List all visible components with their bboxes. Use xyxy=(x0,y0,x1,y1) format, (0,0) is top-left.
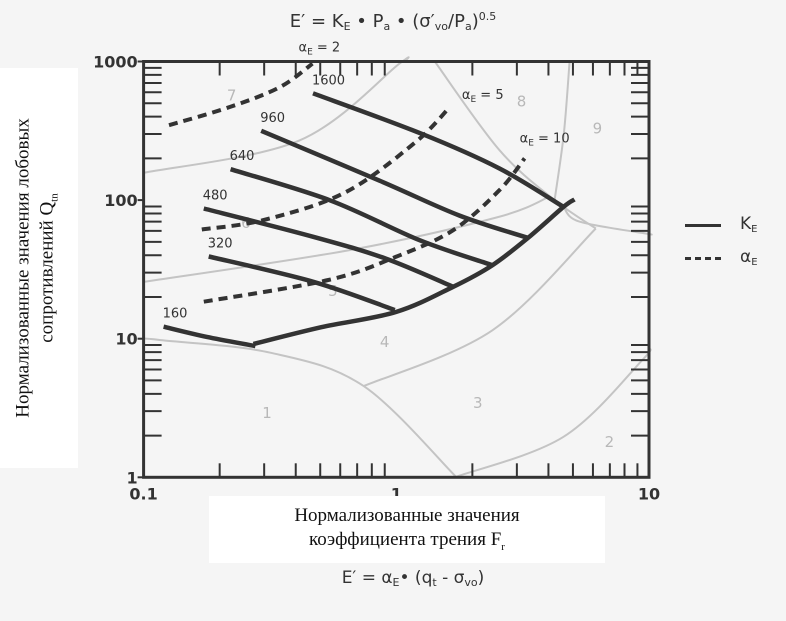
legend-label-ke: KE xyxy=(740,214,757,235)
zone-label: 2 xyxy=(605,433,615,451)
formula-bottom-part: • (q xyxy=(399,568,433,588)
y-tick-label: 10 xyxy=(115,330,137,349)
formula-top-part: a xyxy=(464,20,472,33)
formula-top-part: • P xyxy=(350,11,384,32)
alpha-value: = 5 xyxy=(476,88,503,103)
ke-label: 960 xyxy=(260,111,285,126)
y-axis-label-box: Нормализованные значения лобовых сопроти… xyxy=(0,68,78,468)
x-axis-label-sub: r xyxy=(501,540,505,553)
formula-top-part: E′ = K xyxy=(289,11,344,32)
y-tick-label: 1000 xyxy=(93,53,138,72)
zone-boundary-line xyxy=(562,206,653,236)
alpha-sub: E xyxy=(470,95,476,105)
zone-label: 9 xyxy=(593,119,603,137)
alpha-sub: E xyxy=(528,138,534,148)
alpha-e-label: αE = 2 xyxy=(299,41,341,58)
alpha-symbol: α xyxy=(520,131,529,146)
zone-label: 5 xyxy=(328,282,338,300)
ke-curves xyxy=(163,91,576,349)
zone-boundary-line xyxy=(144,56,410,174)
y-axis-label-text: сопротивлений Q xyxy=(36,201,58,343)
x-tick-label: 1 xyxy=(391,484,402,503)
legend-symbol: α xyxy=(740,247,752,267)
formula-bottom-part: t xyxy=(432,576,437,589)
formula-bottom-part: ) xyxy=(477,568,485,588)
formula-top-part: vo xyxy=(434,20,449,33)
ke-curve-480 xyxy=(203,206,455,289)
alpha-value: = 10 xyxy=(534,131,570,146)
plot-frame xyxy=(142,60,651,479)
x-axis-label-text: коэффициента трения F xyxy=(309,529,502,550)
ke-label: 160 xyxy=(163,307,188,322)
alpha-value: = 2 xyxy=(313,41,340,56)
y-axis-label-sub: tn xyxy=(48,193,61,202)
x-axis-label-line1: Нормализованные значения xyxy=(294,505,520,526)
zone-boundary-line xyxy=(363,227,597,388)
formula-ke: E′ = KE • Pa • (σ′vo/Pa)0.5 xyxy=(0,10,786,33)
ke-curve-160 xyxy=(163,324,256,349)
ke-curve-960 xyxy=(260,128,529,241)
ke-label: 640 xyxy=(230,149,255,164)
formula-bottom-part: - σ xyxy=(436,568,465,588)
alpha-e-curve xyxy=(203,157,527,304)
ke-label: 320 xyxy=(208,236,233,251)
ke-curve-640 xyxy=(229,167,494,268)
axis-ticks xyxy=(137,60,649,479)
alpha-e-label: αE = 5 xyxy=(462,88,504,105)
y-axis-label-line2: сопротивлений Qtn xyxy=(36,68,67,468)
legend-solid-line xyxy=(685,224,721,227)
zone-label: 8 xyxy=(517,92,527,110)
alpha-symbol: α xyxy=(462,88,471,103)
formula-top-part: a xyxy=(383,20,391,33)
formula-bottom-part: vo xyxy=(464,576,478,589)
formula-bottom-part: E′ = α xyxy=(341,568,393,588)
zone-boundary-line xyxy=(456,347,652,478)
x-axis-label-line2: коэффициента трения Fr xyxy=(209,528,605,559)
formula-alpha: E′ = αE• (qt - σvo) xyxy=(0,568,786,589)
formula-top-part: • (σ′ xyxy=(390,11,435,32)
alpha-symbol: α xyxy=(299,41,308,56)
formula-top-part: /P xyxy=(448,11,465,32)
zone-boundary-line xyxy=(143,195,550,283)
y-tick-label: 100 xyxy=(104,191,137,210)
legend-sub: E xyxy=(751,224,758,235)
legend-sub: E xyxy=(751,257,758,268)
legend-symbol: K xyxy=(740,214,752,234)
ke-boundary-curve xyxy=(252,197,576,347)
legend-dashed-line xyxy=(685,257,721,260)
x-tick-label: 0.1 xyxy=(129,484,157,503)
formula-top-part: E xyxy=(343,20,351,33)
formula-top-part: 0.5 xyxy=(478,10,497,23)
y-axis-label-line1: Нормализованные значения лобовых xyxy=(12,118,34,418)
zone-boundary-line xyxy=(143,337,458,479)
zone-label: 1 xyxy=(262,404,272,422)
alpha-sub: E xyxy=(307,48,313,58)
zone-boundary-line xyxy=(553,61,571,201)
ke-curve-320 xyxy=(208,254,396,313)
zone-labels: 1 2 3 4 5 6 7 8 9 xyxy=(227,86,614,451)
x-tick-label: 10 xyxy=(638,484,660,503)
formula-top-part: ) xyxy=(471,11,479,32)
ke-label: 1600 xyxy=(312,73,345,88)
ke-label: 480 xyxy=(203,188,228,203)
zone-label: 3 xyxy=(473,394,483,412)
y-axis-label: Нормализованные значения лобовых сопроти… xyxy=(12,68,67,468)
zone-boundaries xyxy=(143,56,653,479)
x-axis-label-box: Нормализованные значения коэффициента тр… xyxy=(209,496,605,563)
zone-label: 7 xyxy=(227,86,237,104)
formula-bottom-part: E xyxy=(392,576,400,589)
legend-label-alpha: αE xyxy=(740,247,758,268)
y-tick-label: 1 xyxy=(126,468,137,487)
alpha-e-curve xyxy=(168,61,314,128)
ke-curve-1600 xyxy=(312,91,565,209)
zone-label: 6 xyxy=(241,214,251,232)
zone-label: 4 xyxy=(380,333,390,351)
zone-boundary-line xyxy=(433,60,597,230)
alpha-e-label: αE = 10 xyxy=(520,131,570,148)
